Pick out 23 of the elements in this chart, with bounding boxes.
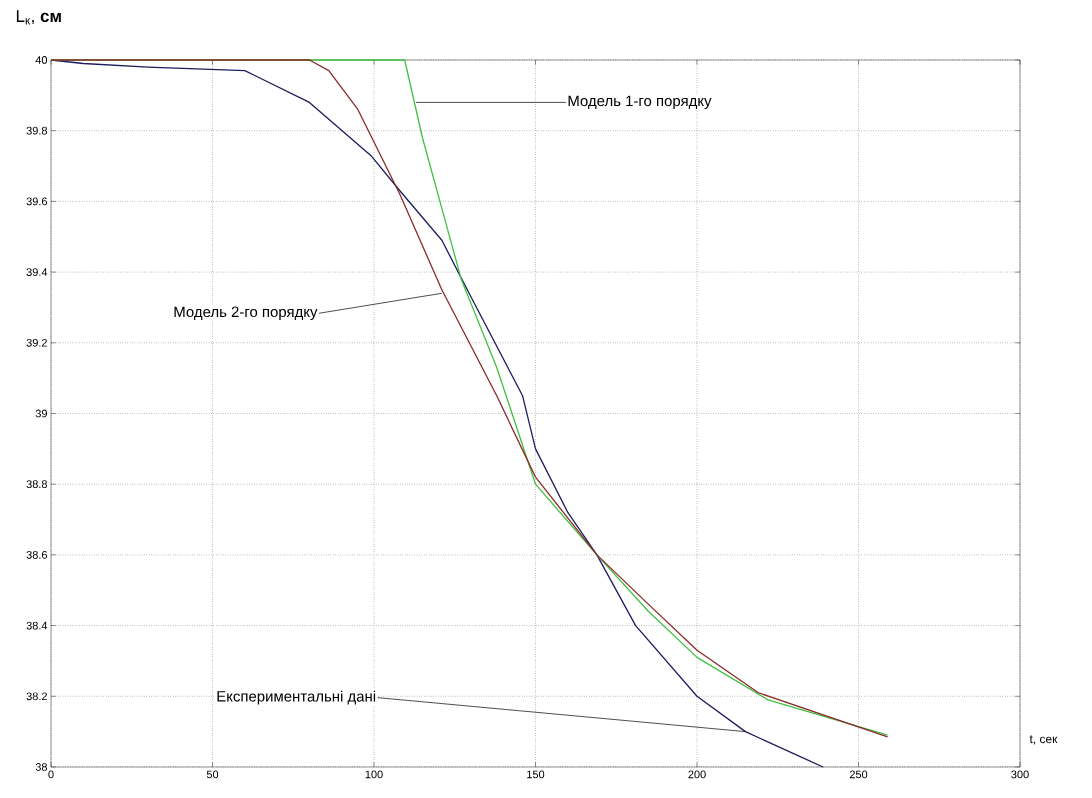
x-tick-label: 250: [849, 770, 868, 779]
y-tick-label: 39: [35, 409, 47, 418]
x-tick-label: 200: [688, 770, 706, 779]
y-tick-label: 38.4: [26, 621, 48, 630]
x-tick-label: 300: [1011, 770, 1029, 779]
annotation: Модель 2-го порядку: [174, 306, 318, 321]
y-tick-label: 38.8: [26, 480, 47, 489]
y-axis-title: L$_{к}$, см: [16, 10, 61, 25]
annotation: Експериментальні дані: [217, 690, 376, 705]
y-tick-label: 39.2: [26, 338, 47, 347]
y-tick-label: 39.4: [26, 268, 48, 276]
y-tick-label: 39.6: [26, 197, 47, 206]
y-tick-label: 39.8: [26, 126, 47, 135]
y-tick-label: 38.6: [26, 551, 47, 559]
y-tick-label: 40: [35, 56, 48, 64]
x-axis-title: t, сек: [1029, 735, 1058, 745]
annotation: Модель 1-го порядку: [568, 95, 712, 110]
x-tick-label: 150: [527, 770, 545, 779]
x-tick-label: 100: [365, 770, 383, 779]
y-tick-label: 38: [35, 763, 47, 771]
x-tick-label: 50: [206, 770, 219, 779]
y-tick-label: 38.2: [26, 692, 47, 701]
x-tick-label: 0: [48, 770, 54, 779]
